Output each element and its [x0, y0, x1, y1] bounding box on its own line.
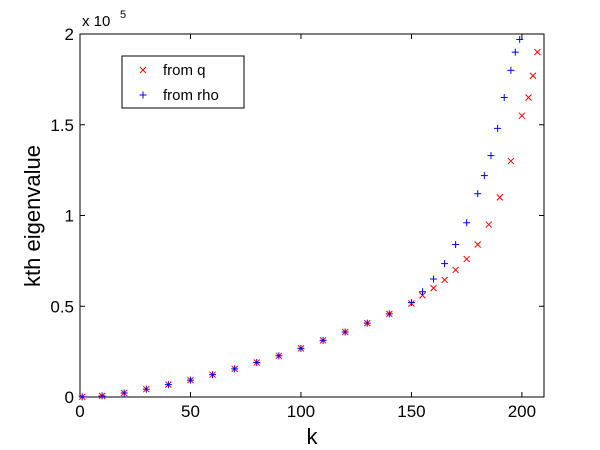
from-q-point: [441, 276, 448, 284]
from-q-point: [474, 241, 482, 248]
from-q-point: [496, 193, 504, 201]
from-q-point: [452, 266, 459, 274]
from-rho-point: [363, 319, 371, 327]
y-exponent-base: x 10: [82, 13, 110, 30]
y-tick-label: 1.5: [50, 116, 74, 135]
from-rho-point: [297, 344, 305, 352]
from-q-point: [507, 157, 515, 165]
y-tick-label: 2: [65, 25, 74, 44]
legend-label-from-rho: from rho: [163, 87, 219, 104]
from-rho-point: [511, 48, 519, 56]
from-rho-point: [319, 336, 327, 344]
from-rho-point: [164, 381, 172, 389]
legend-marker-from-rho: [139, 91, 147, 99]
y-exponent-power: 5: [120, 9, 126, 21]
from-rho-point: [120, 389, 128, 397]
from-rho-point: [516, 35, 524, 43]
y-tick-label: 0.5: [50, 297, 74, 316]
x-tick-label: 100: [287, 402, 315, 421]
from-rho-point: [341, 328, 349, 336]
legend: from q from rho: [121, 55, 245, 109]
from-rho-point: [418, 288, 426, 296]
legend-label-from-q: from q: [163, 62, 206, 79]
from-rho-point: [474, 190, 482, 198]
from-q-point: [534, 48, 541, 56]
from-rho-point: [407, 299, 415, 307]
from-rho-point: [430, 275, 438, 283]
x-tick-label: 200: [508, 402, 536, 421]
from-rho-point: [98, 392, 106, 400]
legend-box: [121, 55, 245, 109]
x-tick-label: 50: [181, 402, 200, 421]
from-rho-point: [452, 241, 460, 249]
x-axis-title: k: [307, 424, 319, 449]
from-rho-point: [463, 219, 471, 227]
from-rho-point: [480, 172, 488, 180]
x-tick-label: 0: [75, 402, 84, 421]
from-rho-point: [441, 260, 449, 268]
from-rho-point: [275, 352, 283, 360]
from-q-point: [485, 221, 493, 228]
y-axis-title: kth eigenvalue: [20, 145, 45, 287]
from-q-point: [525, 94, 532, 101]
from-rho-point: [253, 359, 261, 367]
from-rho-point: [494, 124, 502, 132]
x-tick-label: 150: [397, 402, 425, 421]
from-q-point: [518, 112, 526, 120]
from-q-point: [463, 255, 471, 263]
legend-marker-from-q: [139, 66, 147, 74]
from-rho-point: [142, 385, 150, 393]
from-rho-point: [186, 376, 194, 384]
from-rho-point: [385, 310, 393, 318]
from-rho-point: [78, 393, 86, 401]
from-q-point: [430, 284, 437, 292]
from-rho-point: [500, 94, 508, 102]
y-tick-label: 1: [65, 207, 74, 226]
from-q-point: [529, 72, 537, 80]
from-rho-point: [487, 152, 495, 160]
from-q-point: [419, 292, 426, 299]
from-rho-point: [209, 371, 217, 379]
from-rho-point: [231, 365, 239, 373]
y-tick-label: 0: [65, 388, 74, 407]
legend-x-marker: [139, 66, 147, 74]
legend-plus-marker: [139, 91, 147, 99]
ticks-layer: 0 50 100 150 200 0 0.5 1 1.5 2: [50, 25, 544, 421]
from-rho-point: [507, 66, 515, 74]
points-layer: [78, 35, 541, 401]
